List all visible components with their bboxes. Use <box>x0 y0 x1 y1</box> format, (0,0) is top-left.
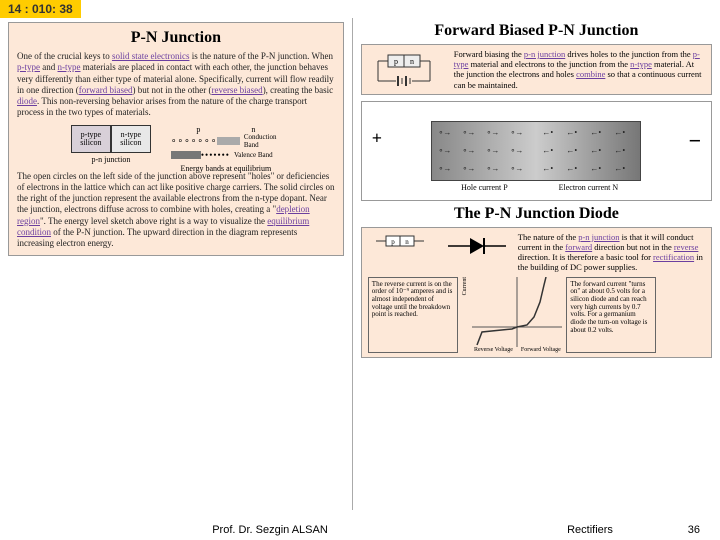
footer: Prof. Dr. Sezgin ALSAN Rectifiers 36 <box>0 524 720 536</box>
diode-panel: p n The nature of the p-n junction is th… <box>361 227 712 358</box>
current-flow-panel: + ∘→ ∘→ ∘→ ∘→ ∘→ ∘→ ∘→ ∘→ ∘→ ∘→ ∘→ ∘ <box>361 101 712 201</box>
text: material and electrons to the junction f… <box>468 59 630 69</box>
svg-text:p: p <box>391 238 395 246</box>
forward-axis-label: Forward Voltage <box>521 347 561 354</box>
footer-author: Prof. Dr. Sezgin ALSAN <box>20 524 520 536</box>
pn-box-diagram: p-type silicon n-type silicon p-n juncti… <box>71 125 151 164</box>
text: of the P-N junction. The upward directio… <box>17 227 297 248</box>
text: and <box>40 62 58 72</box>
slide-number-tag: 14 : 010: 38 <box>0 0 81 18</box>
pn-caption: p-n junction <box>71 155 151 164</box>
footer-topic: Rectifiers <box>520 524 660 536</box>
plus-icon: + <box>372 128 382 149</box>
reverse-text-box: The reverse current is on the order of 1… <box>368 277 458 354</box>
text: ". The energy level sketch above right i… <box>40 216 267 226</box>
pn-para1: One of the crucial keys to solid state e… <box>17 51 335 119</box>
diode-text: The nature of the p-n junction is that i… <box>518 232 705 273</box>
link-rectification[interactable]: rectification <box>653 252 694 262</box>
band-p-label: p <box>196 125 200 134</box>
forward-bias-title: Forward Biased P-N Junction <box>361 22 712 40</box>
link-combine[interactable]: combine <box>576 69 605 79</box>
current-axis-label: Current <box>462 277 469 295</box>
text: The nature of the <box>518 232 578 242</box>
left-column: P-N Junction One of the crucial keys to … <box>0 18 353 510</box>
iv-curve-icon <box>472 277 562 347</box>
link-ntype[interactable]: n-type <box>58 62 81 72</box>
link-solid-state[interactable]: solid state electronics <box>112 51 189 61</box>
minus-icon: − <box>688 128 701 154</box>
svg-text:p: p <box>394 57 398 66</box>
hole-current-label: Hole current P <box>432 183 536 192</box>
text: Forward biasing the <box>454 49 524 59</box>
link-forward-biased[interactable]: forward biased <box>79 85 133 95</box>
link-ptype[interactable]: p-type <box>17 62 40 72</box>
text: ) but not in the other ( <box>132 85 211 95</box>
text: . This non-reversing behavior arises fro… <box>17 96 307 117</box>
right-column: Forward Biased P-N Junction p n <box>353 18 720 510</box>
electron-current-label: Electron current N <box>536 183 640 192</box>
iv-characteristic-diagram: The reverse current is on the order of 1… <box>368 277 705 354</box>
electron-region: ←• ←• ←• ←• ←• ←• ←• ←• ←• ←• ←• ←• <box>536 122 640 180</box>
text: is the nature of the P-N junction. When <box>189 51 333 61</box>
diode-circuit-icon: p n <box>368 232 438 258</box>
forward-text-box: The forward current "turns on" at about … <box>566 277 656 354</box>
current-flow-diagram: + ∘→ ∘→ ∘→ ∘→ ∘→ ∘→ ∘→ ∘→ ∘→ ∘→ ∘→ ∘ <box>366 106 707 196</box>
valence-dots: ••••••• <box>201 150 230 160</box>
text: drives holes to the junction from the <box>565 49 692 59</box>
pn-title: P-N Junction <box>17 29 335 47</box>
hole-region: ∘→ ∘→ ∘→ ∘→ ∘→ ∘→ ∘→ ∘→ ∘→ ∘→ ∘→ ∘→ <box>432 122 536 180</box>
link-reverse-biased[interactable]: reverse biased <box>211 85 262 95</box>
main-content: P-N Junction One of the crucial keys to … <box>0 0 720 510</box>
band-diagram: p n ∘∘∘∘∘∘∘Conduction Band •••••••Valenc… <box>171 125 281 165</box>
reverse-axis-label: Reverse Voltage <box>474 347 513 354</box>
link-pn-junction[interactable]: p-n junction <box>524 49 565 59</box>
footer-page-number: 36 <box>660 524 700 536</box>
circuit-icon: p n <box>368 49 448 89</box>
link-diode[interactable]: diode <box>17 96 37 106</box>
svg-text:n: n <box>410 57 414 66</box>
text: direction but not in the <box>592 242 674 252</box>
link-ntype2[interactable]: n-type <box>630 59 652 69</box>
pn-diagram-row: p-type silicon n-type silicon p-n juncti… <box>17 125 335 165</box>
svg-text:n: n <box>405 238 409 246</box>
link-reverse[interactable]: reverse <box>674 242 699 252</box>
diode-symbol-icon <box>442 234 512 258</box>
cond-band-label: Conduction Band <box>244 133 281 149</box>
text: ), creating the basic <box>263 85 333 95</box>
val-band-label: Valence Band <box>234 151 273 159</box>
forward-bias-panel: p n Forward biasing the p-n junction dri… <box>361 44 712 95</box>
diode-title: The P-N Junction Diode <box>361 205 712 223</box>
pn-junction-panel: P-N Junction One of the crucial keys to … <box>8 22 344 256</box>
band-caption: Energy bands at equilibrium <box>171 164 281 173</box>
text: One of the crucial keys to <box>17 51 112 61</box>
pn-para2: The open circles on the left side of the… <box>17 171 335 250</box>
n-region: n-type silicon <box>111 125 151 153</box>
forward-bias-text: Forward biasing the p-n junction drives … <box>454 49 705 90</box>
p-region: p-type silicon <box>71 125 111 153</box>
conduction-dots: ∘∘∘∘∘∘∘ <box>171 135 217 146</box>
link-pn-junction2[interactable]: p-n junction <box>578 232 619 242</box>
link-forward[interactable]: forward <box>565 242 592 252</box>
text: direction. It is therefore a basic tool … <box>518 252 653 262</box>
